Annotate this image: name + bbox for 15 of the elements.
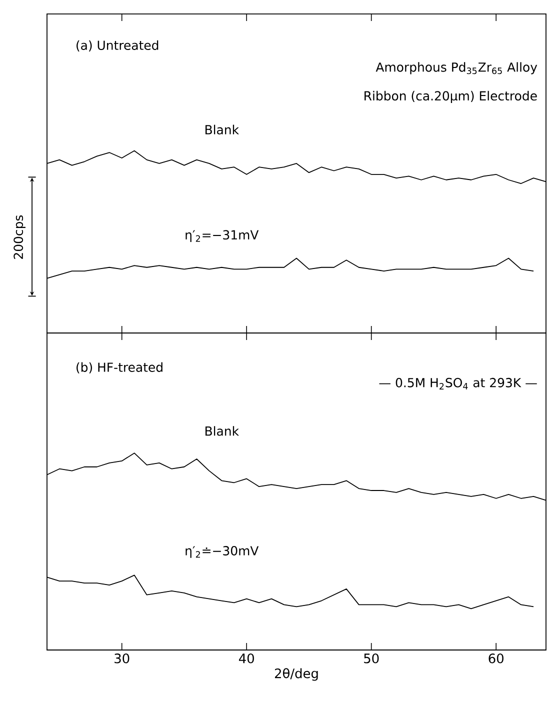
x-tick-label: 40 (238, 654, 254, 664)
text: Amorphous Pd$_{35}$Zr$_{65}$ Alloy (376, 62, 538, 74)
text: η′$_{2}$≐−30mV (186, 546, 259, 558)
text: (b) HF-treated (76, 362, 162, 374)
series-label: Blank (206, 426, 239, 436)
text: (a) Untreated (76, 40, 158, 52)
x-tick-label: 50 (364, 654, 379, 664)
text: η′$_{2}$=−31mV (186, 230, 259, 242)
text: Ribbon (ca.20μm) Electrode (364, 90, 537, 103)
text: 200cps (14, 215, 26, 259)
x-tick-label: 30 (114, 654, 130, 664)
text: Blank (206, 124, 239, 134)
text: — 0.5M H$_{2}$SO$_{4}$ at 293K — (379, 378, 537, 390)
x-axis-title: 2θ/deg (274, 668, 318, 681)
x-tick-label: 60 (488, 654, 504, 664)
